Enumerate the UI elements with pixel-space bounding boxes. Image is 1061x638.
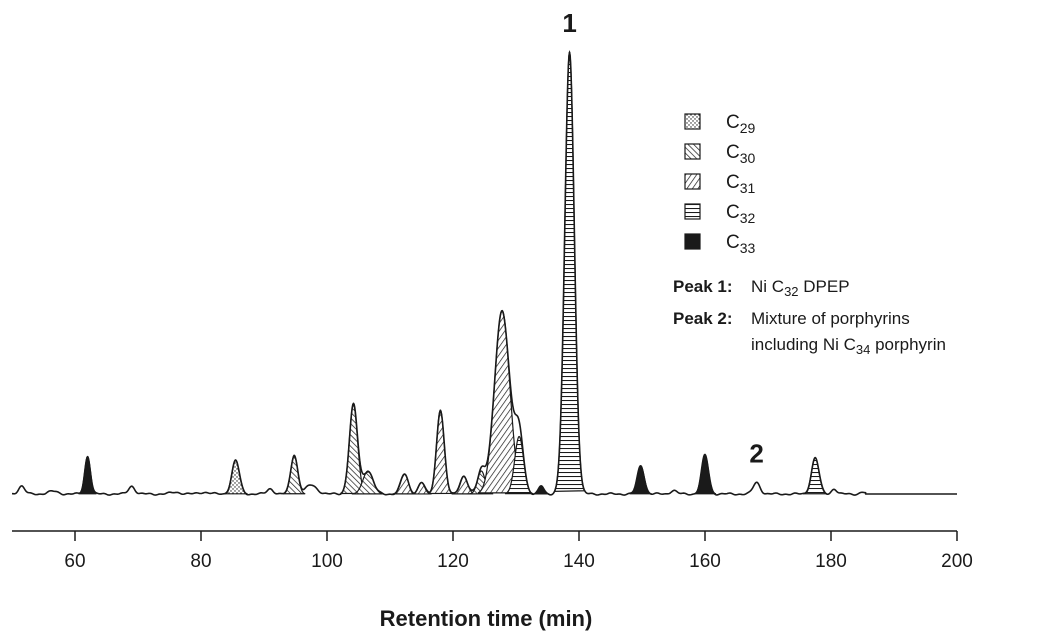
peak-label-1: 1: [562, 8, 576, 38]
peak-C33-23: [693, 454, 717, 495]
legend-label-C29: C29: [726, 112, 756, 136]
annotation-text: Mixture of porphyrins: [751, 309, 910, 328]
annotation-label: Peak 2:: [673, 309, 733, 328]
annotation-text: Ni C32 DPEP: [751, 277, 850, 299]
x-tick-label: 100: [311, 551, 343, 572]
legend: C29 C30 C31 C32 C33: [684, 112, 756, 256]
x-axis-ticks: 60 80 100 120 140 160 180 200: [64, 531, 973, 572]
legend-swatch-C33: [684, 233, 701, 250]
legend-swatch-C30: [684, 143, 701, 160]
legend-label-C30: C30: [726, 142, 756, 166]
x-tick-label: 140: [563, 551, 595, 572]
peak-C32-20: [553, 50, 586, 492]
peak-C31-12: [392, 473, 417, 495]
annotation-label: Peak 1:: [673, 277, 733, 296]
x-tick-label: 120: [437, 551, 469, 572]
x-tick-label: 200: [941, 551, 973, 572]
legend-swatch-C32: [684, 203, 701, 220]
legend-label-C31: C31: [726, 172, 756, 196]
legend-swatch-C29: [684, 113, 701, 130]
peak-number-labels: 12: [562, 8, 764, 469]
peak-C33-21: [629, 465, 652, 495]
peak-C31-14: [428, 409, 455, 495]
x-tick-label: 60: [64, 551, 85, 572]
legend-label-C32: C32: [726, 202, 756, 226]
x-tick-label: 160: [689, 551, 721, 572]
x-tick-label: 180: [815, 551, 847, 572]
legend-label-C33: C33: [726, 232, 756, 256]
peak-C31-15: [451, 475, 476, 495]
peak-annotations: Peak 1: Ni C32 DPEP Peak 2: Mixture of porp…: [673, 277, 946, 357]
peak-fills: [78, 50, 828, 495]
annotation-text: including Ni C34 porphyrin: [751, 335, 946, 357]
x-axis-title: Retention time (min): [380, 606, 593, 631]
legend-swatch-C31: [684, 173, 701, 190]
x-tick-label: 80: [190, 551, 211, 572]
peak-label-2: 2: [749, 439, 763, 469]
chromatogram-trace: [11, 51, 957, 496]
